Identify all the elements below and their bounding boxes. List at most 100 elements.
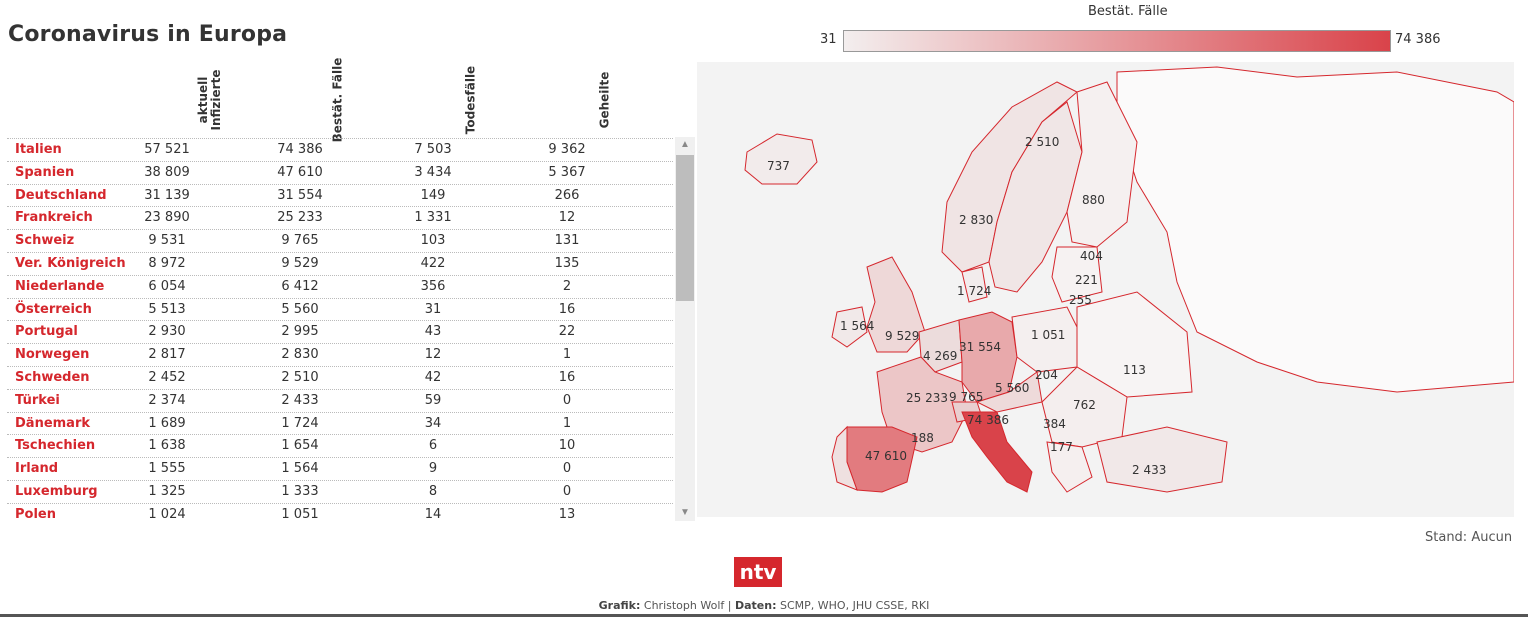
table-row[interactable]: Irland 1 555 1 564 9 0 (7, 457, 673, 481)
map-region-russia[interactable] (1116, 66, 1515, 393)
table-row[interactable]: Frankreich 23 890 25 233 1 331 12 (7, 206, 673, 230)
table-row[interactable]: Türkei 2 374 2 433 59 0 (7, 388, 673, 413)
table-cell-bestaetigt: 31 554 (277, 187, 323, 203)
map-region-uk[interactable] (866, 256, 926, 353)
map-region-finland[interactable] (1066, 81, 1138, 248)
map-label: 1 051 (1031, 328, 1065, 342)
map-label: 404 (1080, 249, 1103, 263)
table-cell-bestaetigt: 9 529 (281, 256, 319, 271)
table-row[interactable]: Niederlande 6 054 6 412 356 2 (7, 274, 673, 299)
table-cell-tote: 14 (424, 506, 442, 522)
table-cell-aktuell: 8 972 (148, 256, 186, 271)
table-cell-geheilt: 22 (558, 324, 576, 340)
table-row[interactable]: Schweiz 9 531 9 765 103 131 (7, 229, 673, 253)
map-label: 1 724 (957, 284, 991, 298)
table-cell-aktuell: 31 139 (144, 187, 190, 203)
table-row[interactable]: Schweden 2 452 2 510 42 16 (7, 366, 673, 390)
table-cell-bestaetigt: 5 560 (281, 301, 319, 317)
table-row[interactable]: Polen 1 024 1 051 14 13 (7, 502, 673, 522)
map-region-italy[interactable] (961, 411, 1033, 493)
ntv-logo: ntv (734, 557, 782, 587)
map-label: 4 269 (923, 349, 957, 363)
map-label: 9 765 (949, 390, 983, 404)
table-cell-bestaetigt: 1 051 (281, 506, 319, 522)
table-cell-aktuell: 23 890 (144, 210, 190, 226)
table-cell-bestaetigt: 74 386 (277, 142, 323, 157)
table-cell-geheilt: 16 (558, 370, 576, 385)
table-cell-bestaetigt: 2 830 (281, 347, 319, 363)
map-label: 384 (1043, 417, 1066, 431)
country-name: Schweden (15, 370, 90, 385)
map-label: 880 (1082, 193, 1105, 207)
table-cell-geheilt: 13 (558, 506, 576, 522)
map-region-austria[interactable] (975, 371, 1043, 413)
europe-map[interactable]: 737 2 510 880 2 830 404 221 255 1 724 1 … (697, 62, 1515, 517)
table-row[interactable]: Tschechien 1 638 1 654 6 10 (7, 434, 673, 458)
bottom-divider (0, 614, 1528, 617)
map-region-denmark[interactable] (961, 266, 988, 303)
data-table: Italien 57 521 74 386 7 503 9 362 Spanien 38 8… (7, 138, 673, 522)
table-cell-bestaetigt: 1 724 (281, 415, 319, 431)
legend-title: Bestät. Fälle (1088, 4, 1168, 19)
map-label: 255 (1069, 293, 1092, 307)
page-title: Coronavirus in Europa (8, 22, 288, 47)
table-scrollbar[interactable]: ▲ ▼ (675, 137, 695, 521)
table-cell-tote: 43 (424, 324, 442, 340)
map-region-greece[interactable] (1046, 441, 1093, 493)
table-cell-geheilt: 1 (562, 415, 572, 431)
column-header-geheilte[interactable]: Geheilte (565, 62, 645, 134)
table-cell-tote: 59 (424, 392, 442, 408)
country-name: Niederlande (15, 278, 105, 294)
country-name: Schweiz (15, 233, 75, 249)
column-header-todesfaelle[interactable]: Todesfälle (431, 62, 511, 134)
country-name: Polen (15, 506, 56, 522)
map-region-baltics[interactable] (1051, 246, 1103, 303)
map-region-iceland[interactable] (744, 133, 818, 185)
credit-daten: SCMP, WHO, JHU CSSE, RKI (780, 599, 930, 612)
scroll-thumb[interactable] (676, 155, 694, 301)
table-cell-aktuell: 1 555 (148, 461, 186, 477)
table-cell-bestaetigt: 9 765 (281, 233, 319, 249)
table-cell-bestaetigt: 2 995 (281, 324, 319, 340)
table-cell-aktuell: 2 452 (148, 370, 186, 385)
table-row[interactable]: Luxemburg 1 325 1 333 8 0 (7, 480, 673, 504)
table-row[interactable]: Ver. Königreich 8 972 9 529 422 135 (7, 252, 673, 276)
table-cell-geheilt: 135 (554, 256, 580, 271)
map-label: 188 (911, 431, 934, 445)
table-cell-tote: 1 331 (414, 210, 452, 226)
column-header-bestaetigt[interactable]: Bestät. Fälle (298, 58, 378, 143)
column-header-aktuell[interactable]: aktuell Infizierte (170, 62, 250, 134)
table-cell-tote: 103 (420, 233, 446, 249)
table-cell-tote: 6 (428, 438, 438, 454)
column-header-label: Bestät. Fälle (330, 57, 345, 143)
map-region-benelux[interactable] (918, 319, 963, 373)
table-row[interactable]: Deutschland 31 139 31 554 149 266 (7, 183, 673, 208)
table-row[interactable]: Spanien 38 809 47 610 3 434 5 367 (7, 160, 673, 185)
table-cell-aktuell: 5 513 (148, 301, 186, 317)
table-cell-geheilt: 5 367 (548, 164, 586, 180)
table-row[interactable]: Dänemark 1 689 1 724 34 1 (7, 411, 673, 436)
table-row[interactable]: Österreich 5 513 5 560 31 16 (7, 297, 673, 322)
table-cell-bestaetigt: 25 233 (277, 210, 323, 226)
scroll-down-icon[interactable]: ▼ (680, 507, 690, 518)
country-name: Spanien (15, 164, 75, 180)
map-label: 47 610 (865, 449, 907, 463)
map-region-portugal[interactable] (831, 425, 858, 491)
map-region-norway[interactable] (941, 81, 1078, 273)
country-name: Ver. Königreich (15, 256, 126, 271)
table-cell-geheilt: 0 (562, 484, 572, 499)
credit-grafik-label: Grafik: (598, 599, 641, 612)
table-cell-tote: 9 (428, 461, 438, 477)
scroll-up-icon[interactable]: ▲ (680, 139, 690, 150)
column-header-label: aktuell Infizierte (196, 69, 223, 131)
map-region-turkey[interactable] (1096, 426, 1228, 493)
column-header-label: Todesfälle (463, 65, 478, 135)
credit-separator: | (727, 599, 732, 612)
table-row[interactable]: Norwegen 2 817 2 830 12 1 (7, 343, 673, 367)
table-row[interactable]: Portugal 2 930 2 995 43 22 (7, 320, 673, 344)
table-cell-geheilt: 266 (554, 187, 580, 203)
table-row[interactable]: Italien 57 521 74 386 7 503 9 362 (7, 138, 673, 162)
map-region-ireland[interactable] (831, 306, 868, 348)
stand-label: Stand: Aucun (1425, 530, 1513, 545)
country-name: Luxemburg (15, 484, 98, 499)
